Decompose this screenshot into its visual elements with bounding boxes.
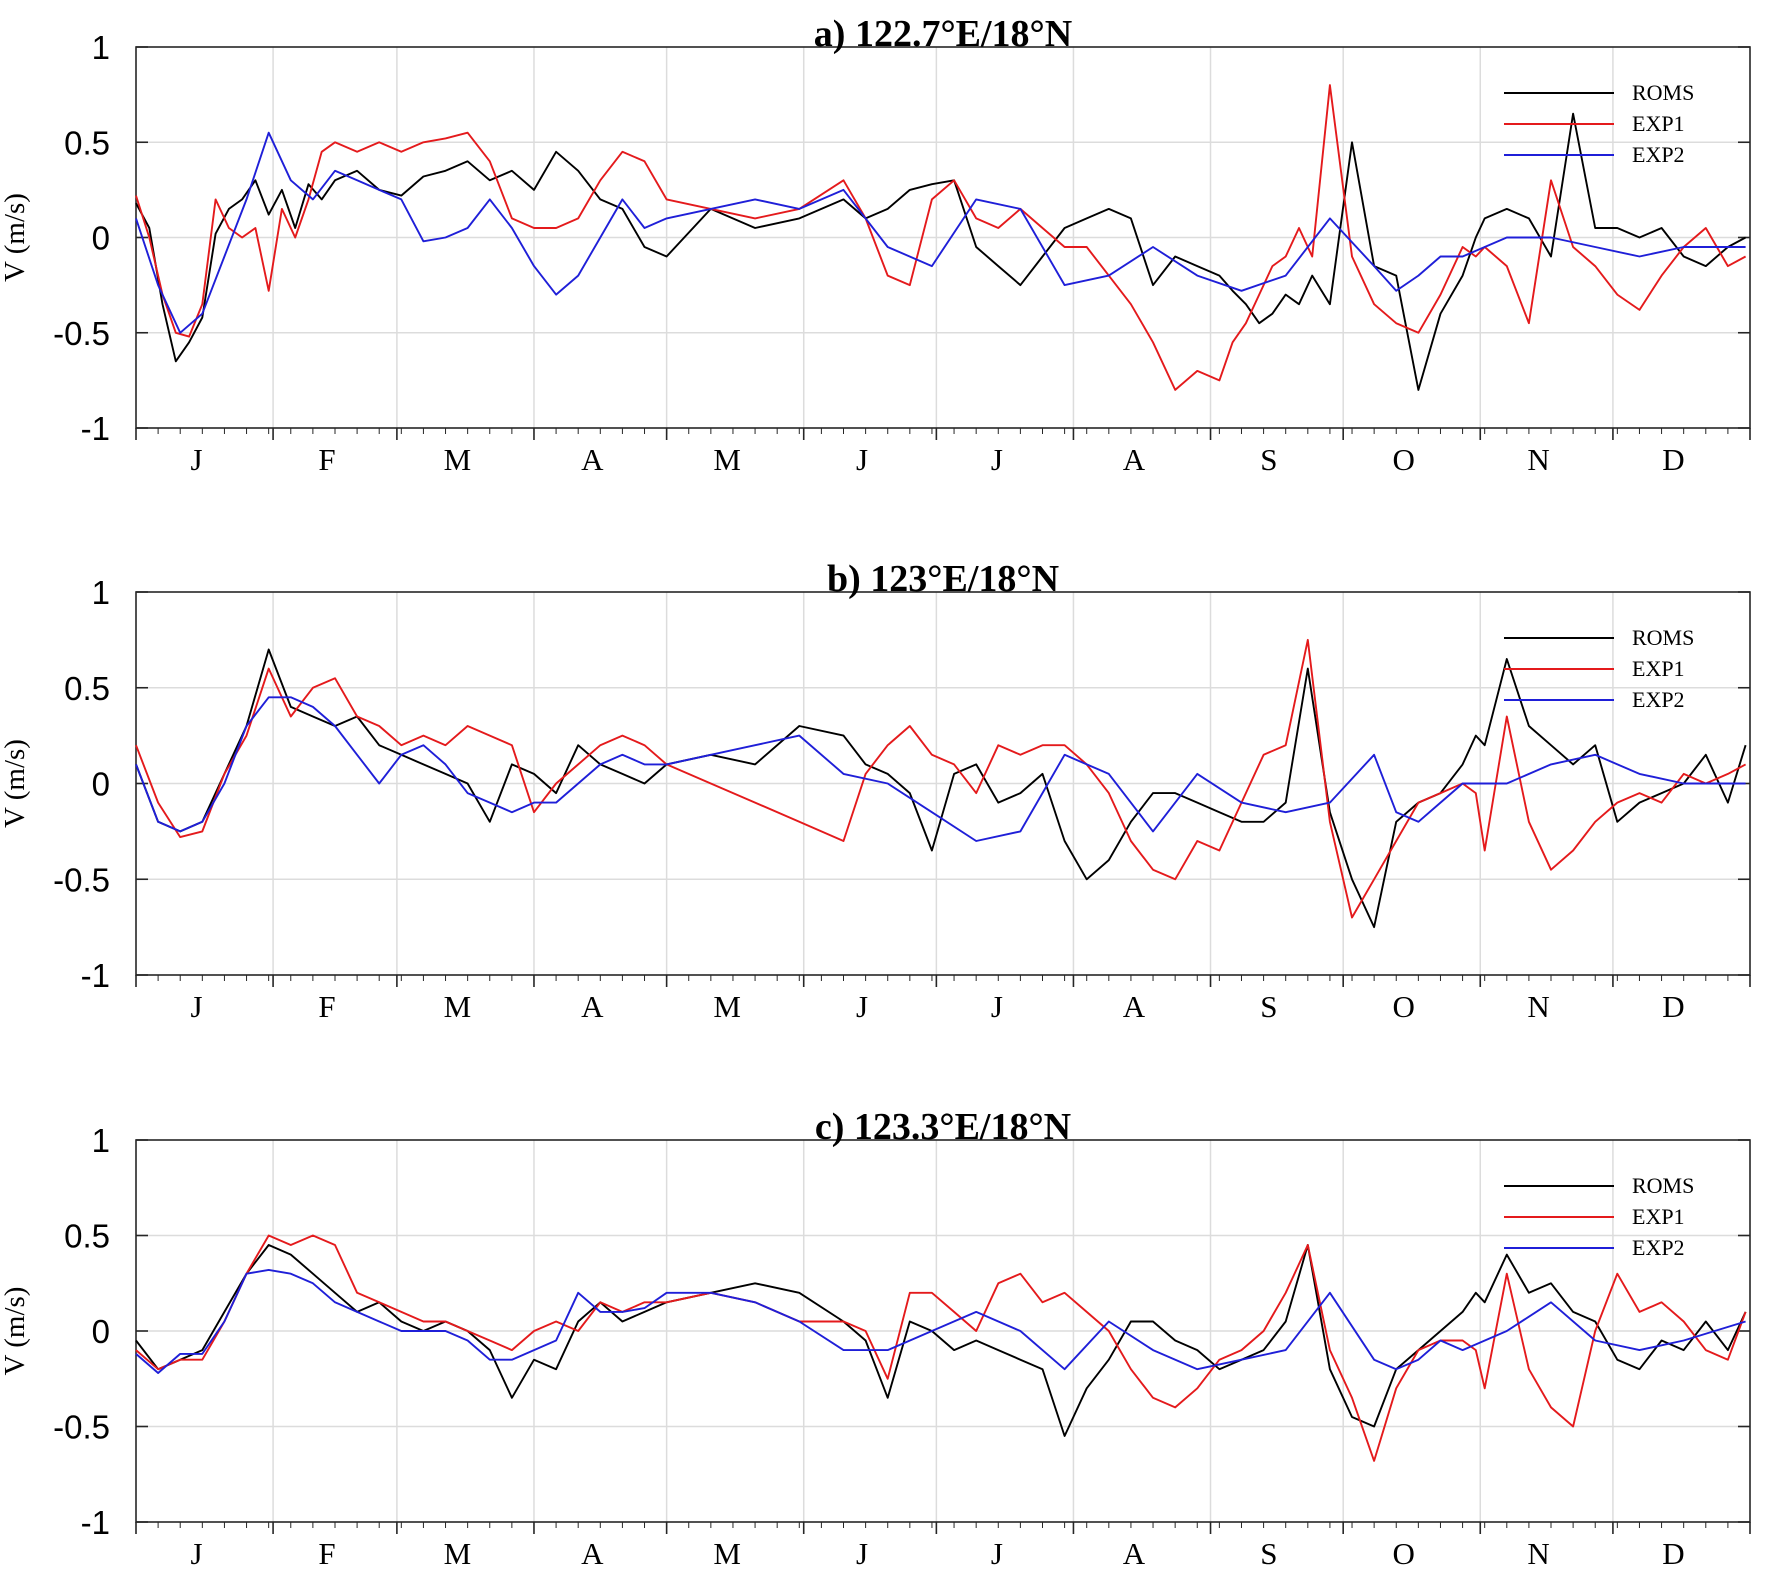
y-tick-label: 0 [92, 766, 110, 803]
legend-label-exp2: EXP2 [1632, 687, 1685, 712]
y-axis-label: V (m/s) [0, 739, 31, 828]
x-tick-label-O: O [1393, 989, 1415, 1024]
legend-label-exp1: EXP1 [1632, 656, 1685, 681]
x-tick-label-A: A [1123, 989, 1146, 1024]
x-tick-label-F: F [318, 1536, 335, 1571]
x-tick-label-M: M [444, 442, 472, 477]
y-tick-label: -1 [81, 1504, 110, 1541]
series-line-exp2 [135, 131, 1746, 334]
x-tick-label-F: F [318, 989, 335, 1024]
y-tick-label: 0.5 [64, 1218, 110, 1255]
series-line-exp1 [135, 1234, 1747, 1462]
x-tick-label-S: S [1260, 1536, 1277, 1571]
x-tick-label-M: M [444, 1536, 472, 1571]
x-tick-label-J: J [191, 989, 203, 1024]
legend-label-exp1: EXP1 [1632, 1204, 1685, 1229]
x-tick-label-O: O [1393, 442, 1415, 477]
chart-title: a) 122.7°E/18°N [814, 13, 1072, 55]
x-tick-label-F: F [318, 442, 335, 477]
x-tick-label-A: A [1123, 1536, 1146, 1571]
y-tick-label: 0 [92, 1313, 110, 1350]
y-tick-label: -0.5 [53, 315, 110, 352]
series-line-exp1 [135, 84, 1747, 391]
y-tick-label: 0 [92, 220, 110, 257]
legend-label-roms: ROMS [1632, 80, 1694, 105]
y-tick-label: -1 [81, 410, 110, 447]
x-tick-label-J: J [991, 1536, 1003, 1571]
x-tick-label-A: A [1123, 442, 1146, 477]
legend-label-exp2: EXP2 [1632, 1235, 1685, 1260]
series-line-roms [135, 112, 1747, 391]
chart-title: c) 123.3°E/18°N [815, 1106, 1071, 1148]
series-line-exp2 [135, 696, 1746, 842]
x-tick-label-J: J [191, 442, 203, 477]
chart-title: b) 123°E/18°N [827, 558, 1059, 600]
series-line-roms [135, 648, 1747, 929]
x-tick-label-S: S [1260, 989, 1277, 1024]
legend-label-roms: ROMS [1632, 1173, 1694, 1198]
y-axis-label: V (m/s) [0, 1287, 31, 1376]
x-tick-label-N: N [1527, 1536, 1549, 1571]
series-line-exp1 [135, 638, 1747, 919]
chart-panel-2: 1 0.5 0 -0.5 -1 J F M A M J J A S O N Db) 123°E/18°N V (m… [0, 558, 1751, 1024]
y-tick-label: 1 [92, 574, 110, 611]
y-tick-label: -0.5 [53, 1409, 110, 1446]
legend-label-exp1: EXP1 [1632, 111, 1685, 136]
x-tick-label-A: A [581, 442, 604, 477]
series-line-roms [135, 1244, 1747, 1437]
x-tick-label-J: J [856, 989, 868, 1024]
y-tick-label: -0.5 [53, 861, 110, 898]
x-tick-label-M: M [713, 989, 741, 1024]
y-tick-label: 0.5 [64, 124, 110, 161]
x-tick-label-D: D [1662, 442, 1684, 477]
x-tick-label-S: S [1260, 442, 1277, 477]
y-tick-label: -1 [81, 957, 110, 994]
x-tick-label-M: M [713, 442, 741, 477]
x-tick-label-D: D [1662, 989, 1684, 1024]
x-tick-label-A: A [581, 989, 604, 1024]
x-tick-label-J: J [991, 989, 1003, 1024]
x-tick-label-N: N [1527, 989, 1549, 1024]
x-tick-label-J: J [856, 1536, 868, 1571]
series-line-exp2 [135, 1268, 1746, 1374]
x-tick-label-O: O [1393, 1536, 1415, 1571]
chart-panel-1: 1 0.5 0 -0.5 -1 J F M A M J J A S O N Da) 122.7°E/18°N V … [0, 13, 1751, 477]
legend-label-exp2: EXP2 [1632, 142, 1685, 167]
y-axis-label: V (m/s) [0, 193, 31, 282]
x-tick-label-M: M [713, 1536, 741, 1571]
x-tick-label-D: D [1662, 1536, 1684, 1571]
x-tick-label-M: M [444, 989, 472, 1024]
x-tick-label-A: A [581, 1536, 604, 1571]
x-tick-label-J: J [191, 1536, 203, 1571]
chart-panel-3: 1 0.5 0 -0.5 -1 J F M A M J J A S O N Dc) 123.3°E/18°N V … [0, 1106, 1751, 1571]
y-tick-label: 1 [92, 29, 110, 66]
x-tick-label-J: J [856, 442, 868, 477]
y-tick-label: 1 [92, 1122, 110, 1159]
y-tick-label: 0.5 [64, 670, 110, 707]
x-tick-label-J: J [991, 442, 1003, 477]
x-tick-label-N: N [1527, 442, 1549, 477]
legend-label-roms: ROMS [1632, 625, 1694, 650]
